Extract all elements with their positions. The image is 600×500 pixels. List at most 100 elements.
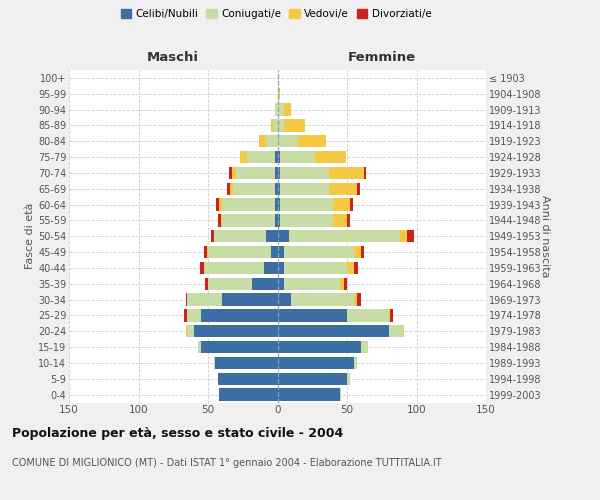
Bar bbox=[357, 182, 359, 195]
Bar bbox=[357, 294, 361, 306]
Bar bbox=[263, 262, 277, 274]
Bar bbox=[289, 230, 400, 242]
Bar bbox=[277, 151, 280, 164]
Bar bbox=[275, 182, 277, 195]
Bar bbox=[277, 88, 279, 100]
Bar bbox=[205, 278, 208, 290]
Bar bbox=[340, 388, 341, 401]
Bar bbox=[277, 166, 280, 179]
Bar bbox=[279, 88, 280, 100]
Bar bbox=[284, 104, 292, 116]
Bar bbox=[214, 230, 266, 242]
Bar bbox=[389, 325, 403, 338]
Bar bbox=[186, 325, 187, 338]
Bar bbox=[208, 246, 271, 258]
Bar bbox=[361, 246, 364, 258]
Bar bbox=[222, 294, 277, 306]
Bar bbox=[298, 135, 326, 147]
Bar bbox=[211, 230, 214, 242]
Bar bbox=[194, 325, 277, 338]
Bar bbox=[217, 198, 219, 211]
Bar bbox=[227, 182, 230, 195]
Bar bbox=[266, 230, 277, 242]
Bar bbox=[333, 198, 350, 211]
Bar bbox=[271, 119, 274, 132]
Bar bbox=[201, 309, 277, 322]
Bar bbox=[284, 246, 354, 258]
Bar bbox=[205, 262, 263, 274]
Bar bbox=[204, 246, 206, 258]
Bar bbox=[389, 309, 390, 322]
Bar bbox=[329, 182, 357, 195]
Bar bbox=[247, 151, 275, 164]
Bar bbox=[184, 309, 187, 322]
Bar bbox=[277, 198, 280, 211]
Y-axis label: Anni di nascita: Anni di nascita bbox=[540, 195, 550, 278]
Bar bbox=[361, 341, 368, 353]
Bar bbox=[277, 119, 284, 132]
Bar bbox=[329, 166, 364, 179]
Text: Maschi: Maschi bbox=[147, 50, 199, 64]
Bar bbox=[218, 372, 277, 385]
Bar bbox=[240, 151, 247, 164]
Bar bbox=[229, 166, 232, 179]
Bar bbox=[403, 325, 404, 338]
Bar bbox=[200, 262, 204, 274]
Bar bbox=[214, 356, 215, 369]
Bar bbox=[187, 309, 201, 322]
Bar bbox=[208, 278, 253, 290]
Bar bbox=[344, 278, 347, 290]
Bar bbox=[230, 182, 233, 195]
Bar bbox=[347, 214, 350, 226]
Bar bbox=[274, 119, 277, 132]
Legend: Celibi/Nubili, Coniugati/e, Vedovi/e, Divorziati/e: Celibi/Nubili, Coniugati/e, Vedovi/e, Di… bbox=[116, 5, 436, 24]
Bar bbox=[277, 135, 298, 147]
Bar bbox=[277, 278, 284, 290]
Bar bbox=[271, 246, 277, 258]
Bar bbox=[292, 294, 354, 306]
Bar bbox=[277, 262, 284, 274]
Bar bbox=[284, 262, 347, 274]
Bar bbox=[354, 262, 358, 274]
Bar bbox=[201, 341, 277, 353]
Bar bbox=[266, 135, 277, 147]
Text: Popolazione per età, sesso e stato civile - 2004: Popolazione per età, sesso e stato civil… bbox=[12, 428, 343, 440]
Bar bbox=[340, 278, 344, 290]
Bar bbox=[275, 151, 277, 164]
Bar bbox=[284, 119, 305, 132]
Bar bbox=[277, 356, 354, 369]
Bar bbox=[253, 278, 277, 290]
Bar bbox=[284, 278, 340, 290]
Bar bbox=[186, 294, 187, 306]
Bar bbox=[236, 166, 275, 179]
Bar bbox=[275, 104, 277, 116]
Bar bbox=[407, 230, 414, 242]
Bar bbox=[187, 294, 222, 306]
Bar bbox=[277, 246, 284, 258]
Bar bbox=[277, 104, 284, 116]
Bar bbox=[233, 182, 275, 195]
Bar bbox=[350, 198, 353, 211]
Bar bbox=[222, 214, 275, 226]
Bar bbox=[198, 341, 201, 353]
Bar bbox=[204, 262, 205, 274]
Bar bbox=[277, 182, 280, 195]
Bar bbox=[275, 166, 277, 179]
Bar bbox=[354, 246, 361, 258]
Bar bbox=[364, 166, 367, 179]
Bar bbox=[280, 198, 333, 211]
Bar bbox=[347, 372, 350, 385]
Bar bbox=[277, 230, 289, 242]
Bar bbox=[275, 214, 277, 226]
Bar bbox=[277, 372, 347, 385]
Bar bbox=[259, 135, 266, 147]
Bar bbox=[218, 214, 221, 226]
Bar bbox=[206, 246, 208, 258]
Bar bbox=[347, 262, 354, 274]
Bar bbox=[221, 214, 222, 226]
Bar bbox=[215, 356, 277, 369]
Text: COMUNE DI MIGLIONICO (MT) - Dati ISTAT 1° gennaio 2004 - Elaborazione TUTTITALIA: COMUNE DI MIGLIONICO (MT) - Dati ISTAT 1… bbox=[12, 458, 442, 468]
Bar bbox=[280, 182, 329, 195]
Bar bbox=[275, 198, 277, 211]
Bar bbox=[232, 166, 236, 179]
